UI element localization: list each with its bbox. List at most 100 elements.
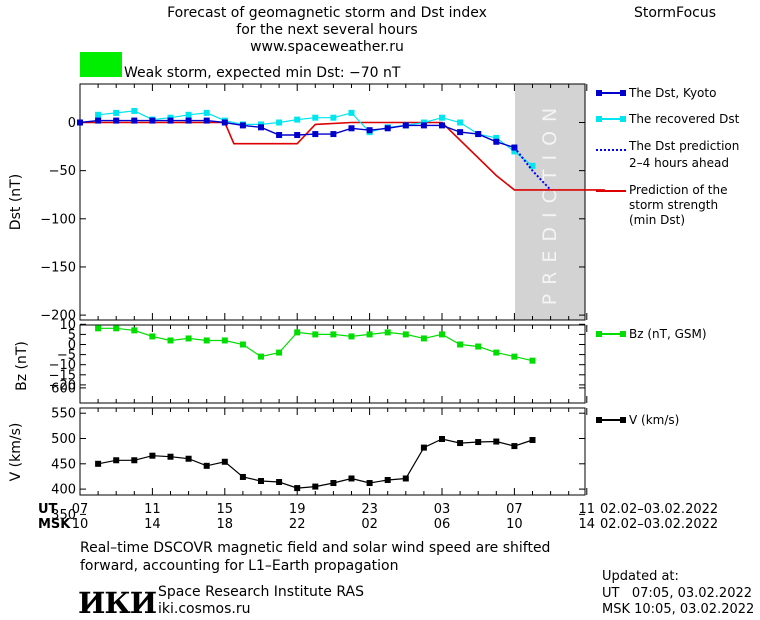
recovered-dst-point: [185, 111, 192, 118]
brand-label: StormFocus: [634, 5, 716, 21]
legend-kyoto-label: The Dst, Kyoto: [628, 86, 716, 100]
legend-bz-label: Bz (nT, GSM): [629, 327, 707, 341]
storm-status-swatch: [80, 52, 122, 77]
bz-point: [366, 331, 373, 338]
solar-wind-speed-point: [258, 478, 264, 485]
recovered-dst-point: [95, 111, 102, 118]
bz-panel-frame: [79, 324, 586, 404]
v-ytick-label: 500: [51, 432, 76, 447]
title-url: www.spaceweather.ru: [250, 39, 404, 55]
bz-point: [330, 331, 337, 338]
msk-tick-label: 10: [506, 517, 523, 532]
solar-wind-speed-point: [475, 439, 482, 446]
solar-wind-speed-point: [330, 480, 337, 487]
legend-recovered-marker: [596, 116, 602, 122]
updated-label: Updated at:: [602, 569, 679, 584]
solar-wind-speed-point: [239, 473, 246, 480]
dst-ylabel: Dst (nT): [8, 174, 24, 230]
legend-recovered-marker: [620, 116, 626, 122]
legend-prediction-label-1: The Dst prediction: [628, 139, 739, 153]
iki-logo: ИКИ: [78, 586, 157, 620]
legend-bz-marker: [596, 331, 602, 337]
legend-v-marker: [620, 417, 626, 423]
v-ytick-label: 400: [51, 483, 76, 498]
kyoto-dst-point: [77, 119, 83, 126]
bz-point: [420, 335, 427, 342]
dst-panel-frame: [79, 83, 586, 321]
prediction-zone: [515, 84, 585, 320]
msk-tick-label: 22: [289, 517, 306, 532]
bz-point: [294, 329, 301, 336]
legend: The Dst, Kyoto The recovered Dst The Dst…: [596, 86, 740, 427]
legend-storm-label-3: (min Dst): [629, 213, 685, 227]
bz-ylabel: Bz (nT): [14, 341, 30, 391]
legend-storm-label-2: storm strength: [629, 198, 718, 212]
bz-point: [95, 325, 102, 332]
kyoto-dst-point: [457, 129, 464, 136]
solar-wind-speed-line: [97, 438, 533, 489]
kyoto-dst-point: [312, 131, 319, 138]
recovered-dst-point: [493, 134, 500, 141]
institute-website[interactable]: iki.cosmos.ru: [158, 601, 250, 617]
solar-wind-speed-point: [167, 453, 174, 460]
plot-layer: [77, 107, 605, 492]
kyoto-dst-point: [439, 122, 445, 129]
kyoto-dst-point: [493, 138, 500, 145]
solar-wind-speed-point: [420, 444, 427, 451]
v-ytick-label: 450: [51, 457, 76, 472]
kyoto-dst-point: [258, 124, 264, 131]
kyoto-dst-point: [402, 122, 409, 129]
bz-point: [185, 335, 192, 342]
storm-strength-line: [80, 121, 605, 191]
solar-wind-speed-point: [384, 476, 391, 483]
solar-wind-speed-point: [366, 480, 373, 487]
bz-point: [493, 349, 500, 356]
recovered-dst-point: [294, 116, 301, 123]
solar-wind-speed-point: [294, 485, 301, 492]
kyoto-dst-point: [167, 117, 174, 124]
msk-tick-label: 06: [434, 517, 451, 532]
recovered-dst-point: [348, 109, 355, 116]
bz-ytick-label: 10: [59, 318, 76, 333]
ut-axis-label: UT: [38, 502, 58, 517]
bz-ytick-label: −10: [49, 358, 76, 373]
dst-ytick-label: −150: [40, 260, 76, 275]
msk-axis-label: MSK: [38, 517, 71, 532]
legend-kyoto-marker: [620, 90, 626, 96]
v-ytick-label: 600: [51, 381, 76, 396]
bz-ytick-label: −15: [49, 368, 76, 383]
title-line-2: for the next several hours: [236, 22, 417, 38]
bz-point: [221, 337, 228, 344]
footer-note-line-1: Real–time DSCOVR magnetic field and sola…: [80, 540, 550, 556]
bz-point: [384, 329, 391, 336]
kyoto-dst-point: [420, 122, 427, 129]
recovered-dst-point: [439, 114, 445, 121]
bz-point: [276, 349, 283, 356]
kyoto-dst-point: [221, 119, 228, 126]
updated-msk: MSK 10:05, 03.02.2022: [602, 602, 754, 617]
solar-wind-speed-point: [312, 483, 319, 490]
recovered-dst-point: [276, 119, 283, 126]
legend-storm-label-1: Prediction of the: [629, 183, 728, 197]
kyoto-dst-point: [348, 125, 355, 132]
kyoto-dst-point: [131, 117, 138, 124]
legend-recovered-label: The recovered Dst: [628, 112, 740, 126]
x-tick-labels: 07 11 15 19 23 03 07 11 10 14 18 22 02 06 10 14: [72, 502, 595, 532]
kyoto-dst-point: [203, 117, 210, 124]
bz-point: [348, 333, 355, 340]
solar-wind-speed-point: [457, 440, 464, 447]
ut-tick-label: 15: [217, 502, 234, 517]
kyoto-dst-point: [239, 122, 246, 129]
bz-point: [475, 343, 482, 350]
legend-v-label: V (km/s): [629, 413, 679, 427]
ut-tick-label: 11: [579, 502, 596, 517]
kyoto-dst-point: [113, 117, 120, 124]
solar-wind-speed-point: [113, 457, 120, 464]
msk-tick-label: 10: [72, 517, 89, 532]
solar-wind-speed-point: [439, 436, 445, 443]
v-ytick-label: 550: [51, 407, 76, 422]
bz-point: [113, 325, 120, 332]
prediction-zone-label: PREDICTION: [539, 99, 561, 306]
recovered-dst-point: [203, 109, 210, 116]
